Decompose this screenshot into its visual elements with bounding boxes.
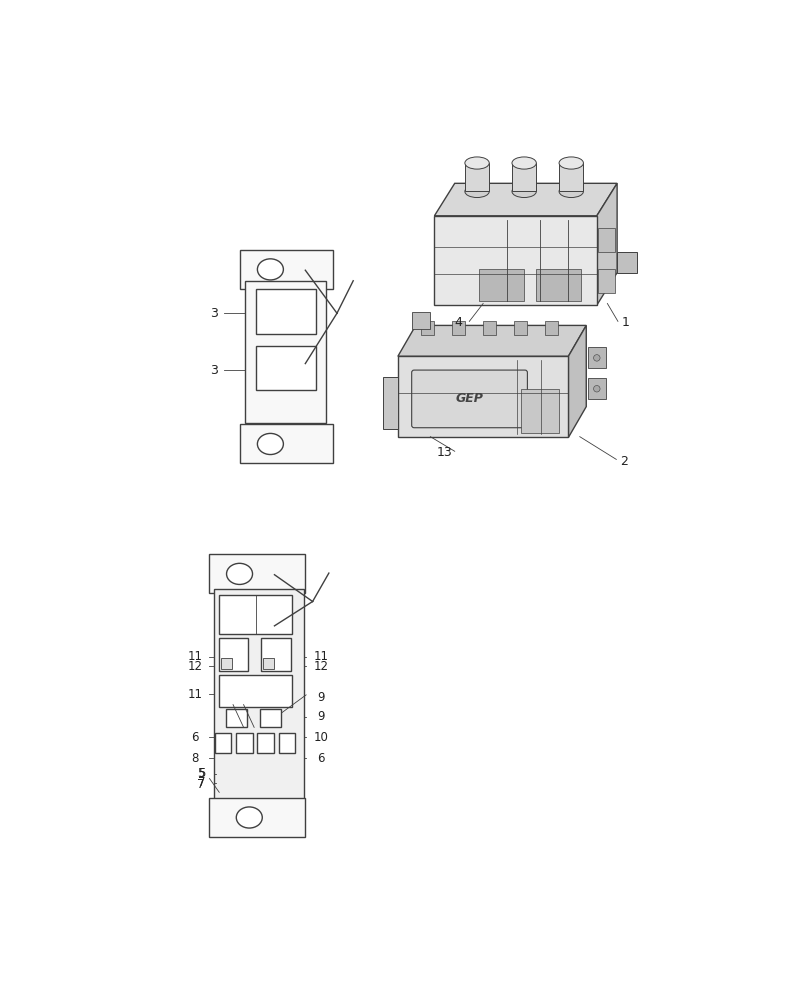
- Bar: [478, 269, 523, 301]
- Bar: [255, 289, 315, 334]
- Text: 9: 9: [316, 710, 324, 723]
- Bar: [397, 356, 568, 437]
- Bar: [278, 733, 294, 753]
- Ellipse shape: [558, 185, 582, 198]
- Ellipse shape: [593, 355, 599, 361]
- Bar: [464, 163, 488, 191]
- Ellipse shape: [257, 259, 283, 280]
- Text: 2: 2: [619, 455, 627, 468]
- Bar: [219, 675, 292, 707]
- Text: 11: 11: [187, 650, 202, 663]
- Bar: [483, 321, 496, 335]
- Bar: [209, 798, 305, 837]
- Text: 12: 12: [187, 660, 202, 673]
- Bar: [221, 658, 232, 669]
- Bar: [261, 638, 290, 671]
- Text: 9: 9: [316, 691, 324, 704]
- Bar: [219, 638, 248, 671]
- Bar: [544, 321, 557, 335]
- Bar: [239, 424, 333, 463]
- Ellipse shape: [512, 157, 535, 169]
- Bar: [511, 163, 535, 191]
- Bar: [219, 595, 292, 634]
- Text: 11: 11: [313, 650, 328, 663]
- Bar: [213, 589, 304, 813]
- Bar: [535, 269, 580, 301]
- Text: 13: 13: [436, 446, 453, 459]
- Bar: [421, 321, 434, 335]
- Text: 7: 7: [196, 778, 204, 791]
- Ellipse shape: [558, 157, 582, 169]
- Polygon shape: [397, 325, 586, 356]
- Bar: [587, 378, 605, 398]
- Text: 6: 6: [316, 752, 324, 765]
- Bar: [239, 250, 333, 289]
- Text: 5: 5: [197, 767, 205, 780]
- Text: 3: 3: [209, 364, 217, 377]
- Polygon shape: [616, 252, 637, 273]
- Bar: [260, 709, 281, 727]
- Ellipse shape: [464, 185, 488, 198]
- Text: 10: 10: [313, 731, 328, 744]
- Bar: [236, 733, 252, 753]
- Bar: [521, 389, 558, 433]
- Text: GEP: GEP: [455, 392, 483, 405]
- Bar: [263, 658, 274, 669]
- Bar: [215, 733, 231, 753]
- Ellipse shape: [464, 157, 488, 169]
- Polygon shape: [434, 183, 616, 216]
- Text: 1: 1: [620, 316, 629, 329]
- Ellipse shape: [236, 807, 262, 828]
- Polygon shape: [568, 325, 586, 437]
- Bar: [257, 733, 273, 753]
- Text: 11: 11: [187, 688, 202, 701]
- Ellipse shape: [512, 185, 535, 198]
- Bar: [434, 216, 596, 305]
- Text: 3: 3: [209, 307, 217, 320]
- Text: 6: 6: [191, 731, 199, 744]
- Text: 8: 8: [191, 752, 199, 765]
- Bar: [209, 554, 305, 593]
- Bar: [598, 269, 614, 293]
- Ellipse shape: [257, 433, 283, 455]
- Bar: [587, 347, 605, 368]
- FancyBboxPatch shape: [411, 370, 526, 428]
- Bar: [411, 312, 429, 329]
- Text: 12: 12: [313, 660, 328, 673]
- Ellipse shape: [226, 563, 252, 584]
- Bar: [452, 321, 465, 335]
- Bar: [598, 228, 614, 252]
- Text: 7: 7: [197, 776, 205, 789]
- Bar: [245, 281, 326, 423]
- Text: 5: 5: [196, 767, 204, 780]
- Bar: [513, 321, 526, 335]
- Bar: [255, 346, 315, 390]
- Bar: [383, 377, 397, 429]
- Polygon shape: [596, 183, 616, 305]
- Text: 4: 4: [454, 316, 462, 329]
- Bar: [558, 163, 582, 191]
- Ellipse shape: [593, 386, 599, 392]
- Bar: [225, 709, 247, 727]
